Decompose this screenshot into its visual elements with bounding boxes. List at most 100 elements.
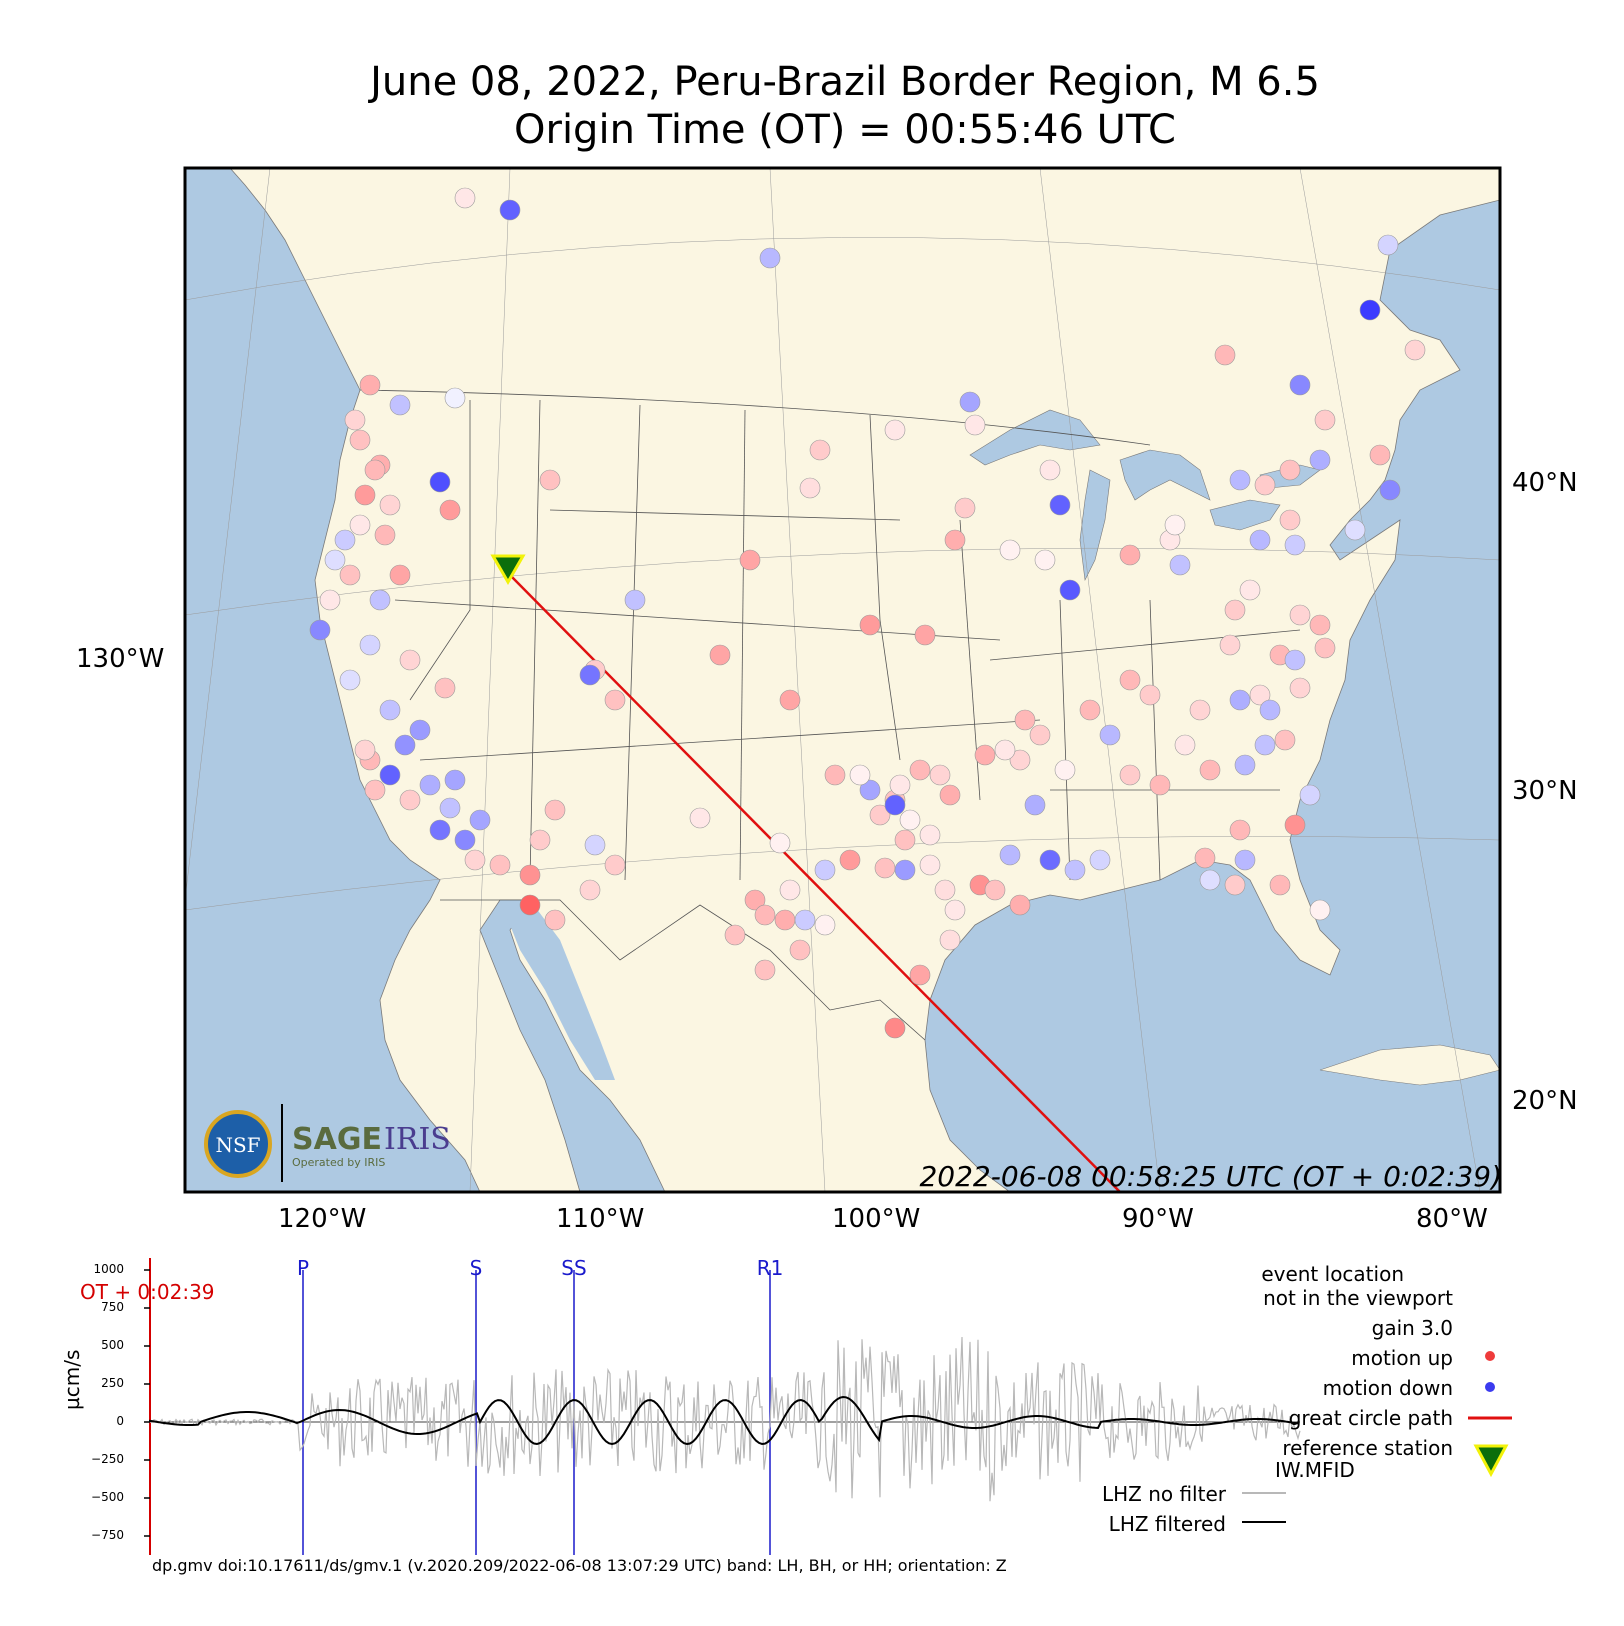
station-marker: [399, 649, 421, 671]
station-marker: [839, 849, 861, 871]
station-marker: [1254, 734, 1276, 756]
sage-logo: SAGE: [292, 1122, 382, 1157]
legend-no-filter: LHZ no filter: [1101, 1482, 1226, 1506]
station-marker: [779, 689, 801, 711]
station-marker: [944, 899, 966, 921]
ytick-minus-250: −250: [91, 1452, 124, 1466]
station-marker: [1079, 699, 1101, 721]
station-marker: [1309, 899, 1331, 921]
legend-station-code: IW.MFID: [1275, 1458, 1355, 1482]
station-marker: [1377, 234, 1399, 256]
station-marker: [709, 644, 731, 666]
station-marker: [944, 529, 966, 551]
station-marker: [1064, 859, 1086, 881]
station-marker: [1014, 709, 1036, 731]
station-marker: [469, 809, 491, 831]
station-marker: [779, 879, 801, 901]
station-marker: [799, 477, 821, 499]
land-mass: [185, 168, 1500, 1192]
station-marker: [1039, 849, 1061, 871]
station-marker: [994, 739, 1016, 761]
station-marker: [364, 779, 386, 801]
legend-great-circle: great circle path: [1288, 1406, 1453, 1430]
lon-label-110w: 110°W: [556, 1204, 645, 1234]
station-marker: [744, 889, 766, 911]
station-marker: [364, 459, 386, 481]
station-marker: [1314, 637, 1336, 659]
station-marker: [389, 564, 411, 586]
nsf-logo-text: NSF: [215, 1133, 260, 1157]
station-marker: [1119, 544, 1141, 566]
station-marker: [984, 879, 1006, 901]
station-marker: [1299, 784, 1321, 806]
station-marker: [1284, 649, 1306, 671]
station-marker: [604, 854, 626, 876]
station-marker: [1404, 339, 1426, 361]
phase-label-r1: R1: [756, 1256, 784, 1280]
station-marker: [1284, 534, 1306, 556]
station-marker: [824, 764, 846, 786]
title-line-2: Origin Time (OT) = 00:55:46 UTC: [514, 107, 1176, 153]
station-marker: [499, 199, 521, 221]
station-marker: [379, 699, 401, 721]
station-marker: [1099, 724, 1121, 746]
station-marker: [1199, 759, 1221, 781]
station-marker: [809, 439, 831, 461]
station-marker: [889, 774, 911, 796]
station-marker: [884, 794, 906, 816]
station-marker: [999, 539, 1021, 561]
station-marker: [1379, 479, 1401, 501]
station-marker: [1189, 699, 1211, 721]
station-marker: [689, 807, 711, 829]
station-marker: [1009, 894, 1031, 916]
station-marker: [1169, 554, 1191, 576]
station-marker: [529, 829, 551, 851]
station-marker: [754, 959, 776, 981]
station-marker: [724, 924, 746, 946]
legend-motion-down: motion down: [1322, 1376, 1453, 1400]
station-marker: [369, 589, 391, 611]
station-marker: [339, 669, 361, 691]
motion-down-dot: [1485, 1382, 1495, 1392]
station-marker: [1224, 599, 1246, 621]
station-marker: [519, 894, 541, 916]
station-marker: [604, 689, 626, 711]
station-marker: [1279, 459, 1301, 481]
station-marker: [1199, 869, 1221, 891]
station-marker: [1369, 444, 1391, 466]
station-marker: [894, 859, 916, 881]
station-marker: [1289, 677, 1311, 699]
station-marker: [759, 247, 781, 269]
station-marker: [324, 549, 346, 571]
borders: [359, 389, 1301, 1041]
phase-label-ss: SS: [561, 1256, 587, 1280]
ytick-500: 500: [101, 1338, 124, 1352]
station-marker: [869, 804, 891, 826]
reference-station-marker: [490, 554, 526, 586]
station-marker: [464, 849, 486, 871]
station-marker: [339, 564, 361, 586]
phase-label-s: S: [469, 1256, 483, 1280]
legend-gain: gain 3.0: [1371, 1316, 1453, 1340]
ytick-minus-750: −750: [91, 1528, 124, 1542]
station-marker: [959, 391, 981, 413]
ytick-250: 250: [101, 1376, 124, 1390]
station-marker: [1219, 634, 1241, 656]
ytick-minus-500: −500: [91, 1490, 124, 1504]
lat-label-20n: 20°N: [1512, 1086, 1578, 1116]
lat-label-40n: 40°N: [1512, 468, 1578, 498]
station-marker: [884, 1017, 906, 1039]
station-marker: [909, 964, 931, 986]
station-marker: [439, 499, 461, 521]
station-marker: [359, 374, 381, 396]
station-marker: [1279, 509, 1301, 531]
stations: [309, 187, 1426, 1039]
station-marker: [859, 614, 881, 636]
station-marker: [489, 854, 511, 876]
station-marker: [909, 759, 931, 781]
station-marker: [1059, 579, 1081, 601]
station-marker: [379, 764, 401, 786]
station-marker: [344, 409, 366, 431]
station-marker: [1239, 579, 1261, 601]
